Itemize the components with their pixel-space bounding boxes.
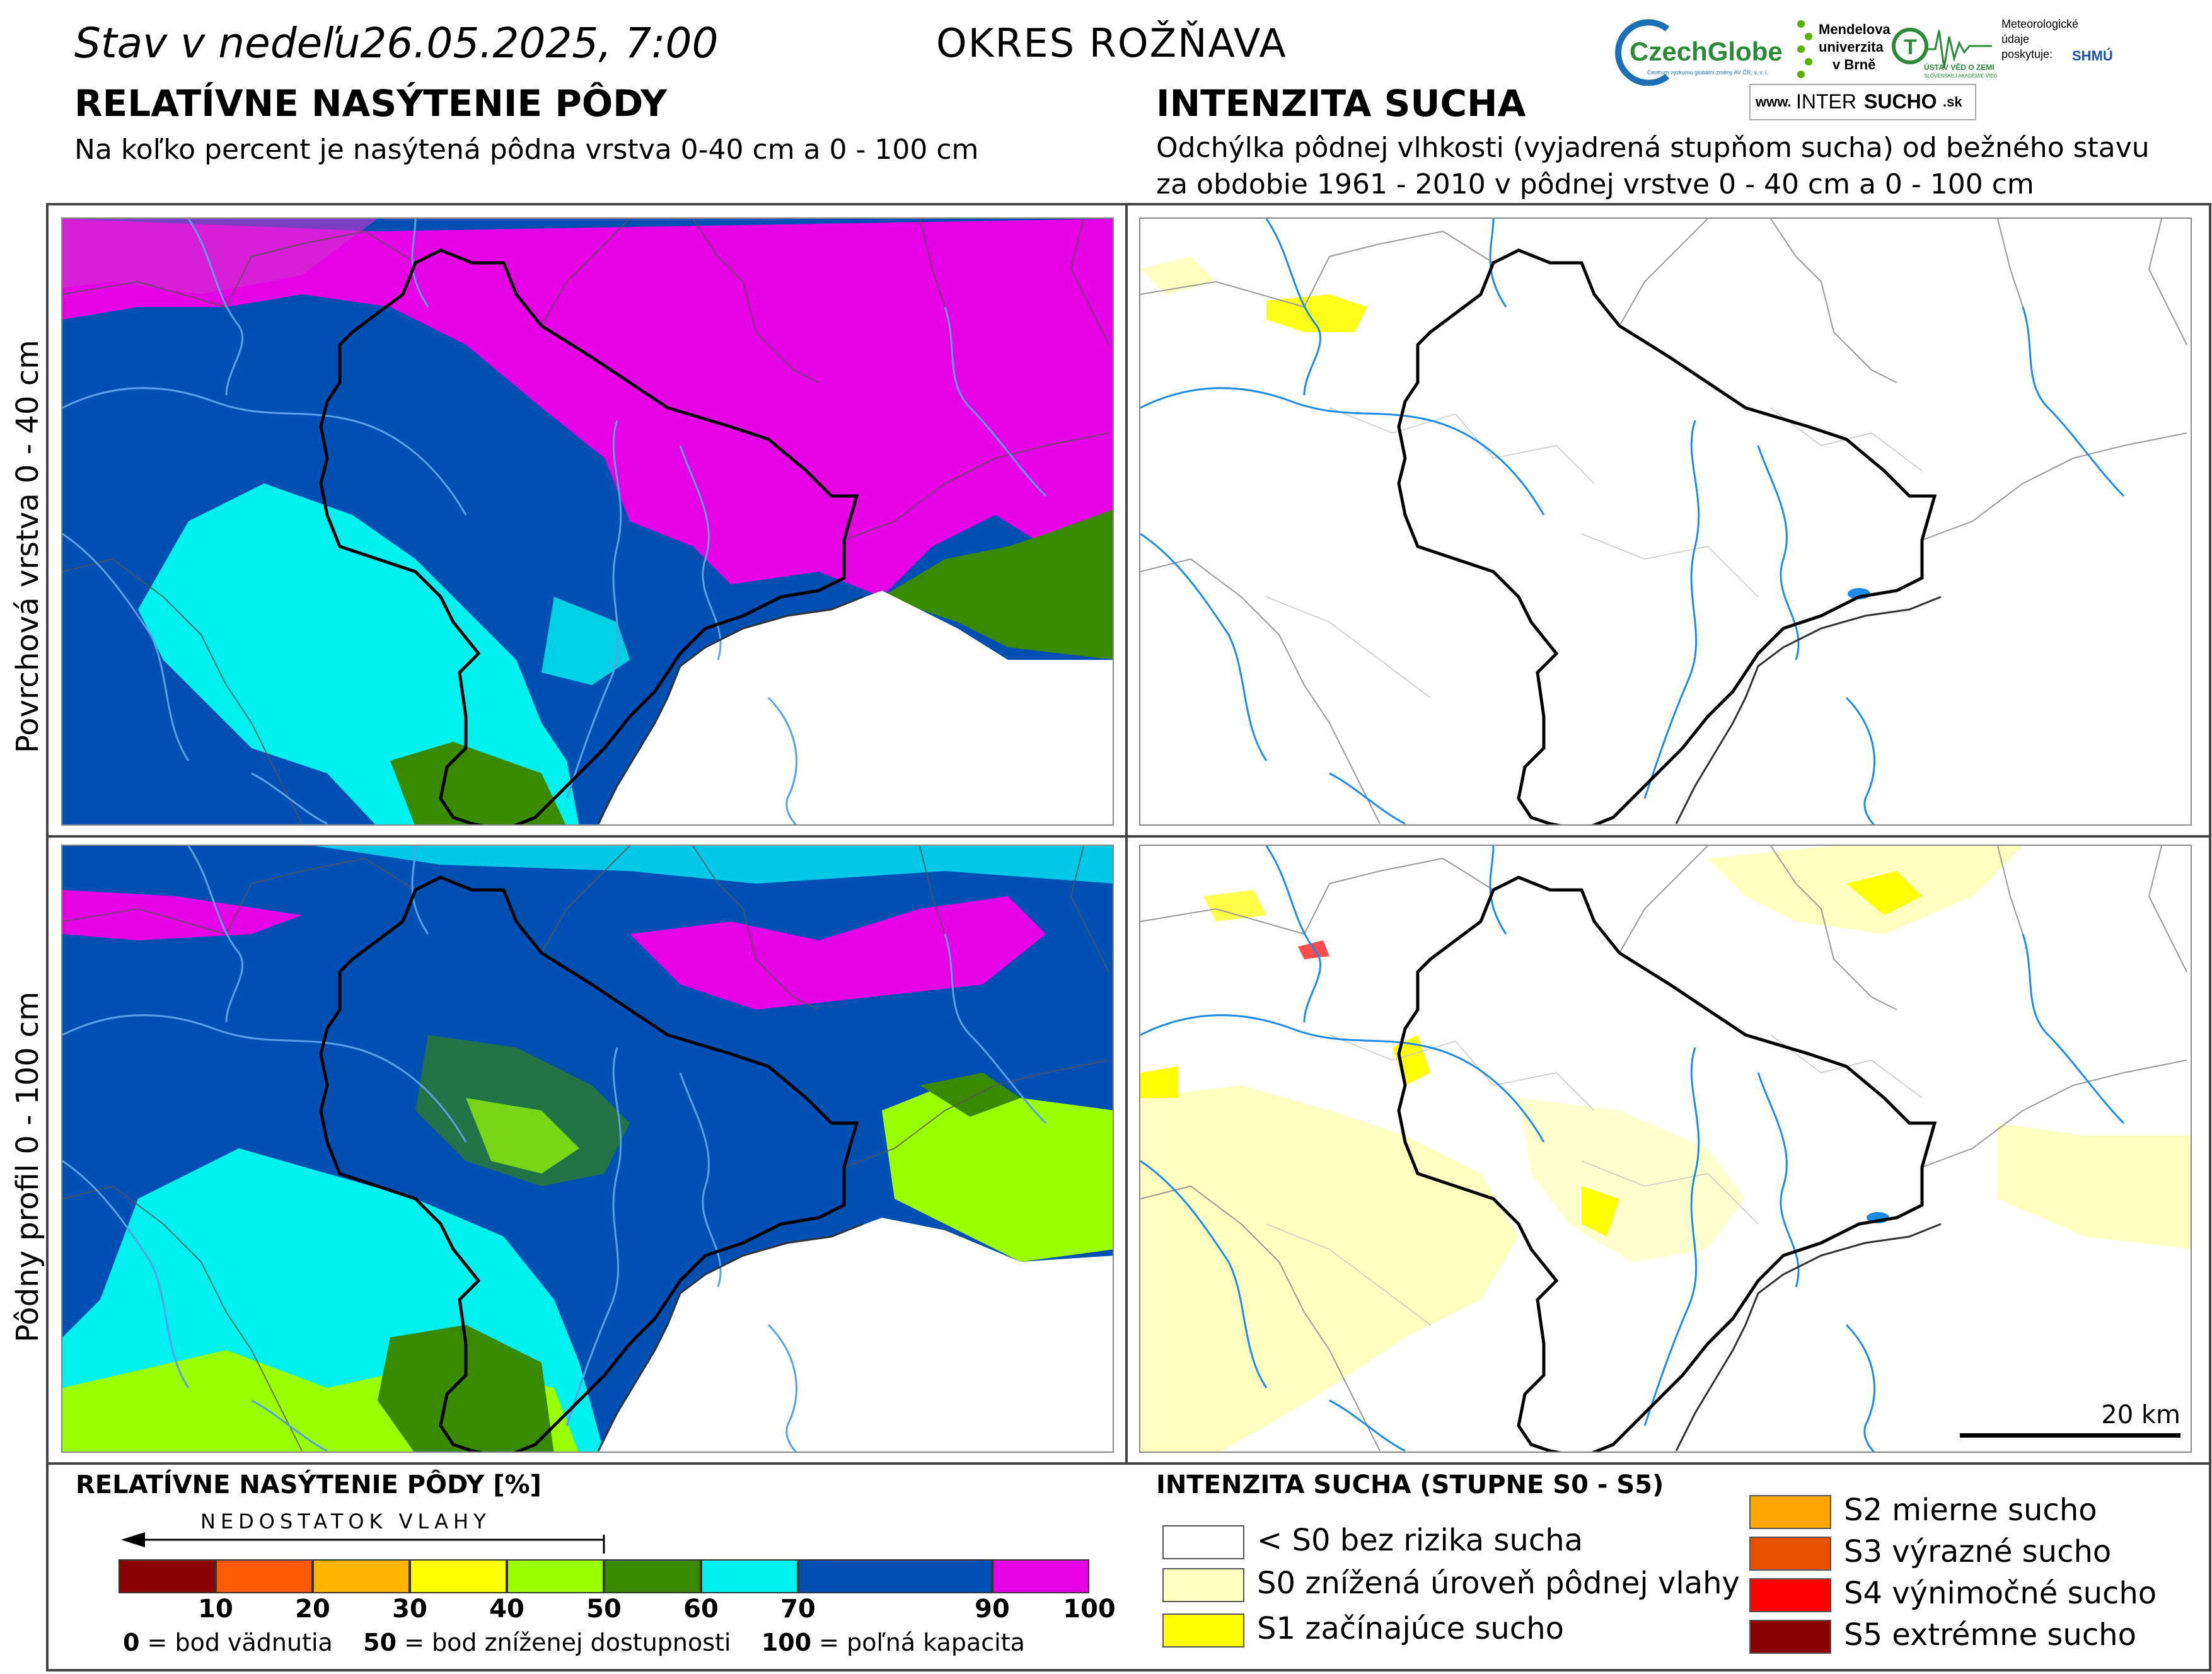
colorbar-tick-5: 60: [683, 1595, 719, 1624]
note-100-text: = poľná kapacita: [811, 1629, 1025, 1656]
drought-swatch-3: [1749, 1495, 1831, 1529]
uvgz-name: ÚSTAV VĚD O ZEMI: [1924, 63, 1995, 72]
meteo-text-1: Meteorologické: [2001, 18, 2079, 30]
deficit-arrow-label: NEDOSTATOK VLAHY: [200, 1509, 491, 1533]
drought-label-0: < S0 bez rizika sucha: [1257, 1523, 1584, 1558]
colorbar-tick-0: 10: [198, 1595, 233, 1624]
intersucho-www: www.: [1756, 94, 1792, 110]
header-stav: Stav v nedeľu26.05.2025, 7:00: [74, 19, 718, 67]
colorbar-swatch-0: [119, 1559, 216, 1593]
colorbar-swatch-8: [992, 1559, 1089, 1593]
intersucho-sk: .sk: [1943, 94, 1962, 110]
right-subtitle-line2: za obdobie 1961 - 2010 v pôdnej vrstve 0…: [1156, 168, 2034, 200]
mendel-logo: Mendelova univerzita v Brně: [1795, 18, 1891, 87]
drought-swatch-2: [1162, 1613, 1244, 1648]
drought-label-1: S0 znížená úroveň pôdnej vlahy: [1257, 1566, 1740, 1601]
map-saturation-0-40: [61, 217, 1114, 826]
header-date: 26.05.2025, 7:00: [360, 19, 719, 67]
scale-bar: 20 km: [1960, 1400, 2180, 1438]
row-label-top: Povrchová vrstva 0 - 40 cm: [10, 340, 45, 753]
colorbar-swatch-2: [313, 1559, 410, 1593]
map-saturation-0-100: [61, 845, 1114, 1453]
right-panel-title: INTENZITA SUCHA: [1156, 82, 1526, 125]
colorbar-swatch-6: [701, 1559, 798, 1593]
map-saturation-0-40-svg: [62, 219, 1113, 824]
colorbar-swatch-4: [507, 1559, 604, 1593]
uvgz-logo: T ÚSTAV VĚD O ZEMI SLOVENSKEJ AKADÉMIE V…: [1891, 18, 1998, 87]
scale-bar-line: [1960, 1433, 2180, 1438]
map-drought-0-100-svg: [1140, 846, 2191, 1452]
drought-label-6: S5 extrémne sucho: [1844, 1617, 2136, 1653]
mendel-name-1: Mendelova: [1819, 21, 1891, 37]
drought-label-5: S4 výnimočné sucho: [1844, 1576, 2157, 1611]
mendel-name-2: univerzita: [1819, 39, 1884, 55]
drought-swatch-0: [1162, 1525, 1244, 1559]
map-drought-0-40: [1139, 217, 2192, 826]
row-label-bottom: Pôdny profil 0 - 100 cm: [10, 991, 45, 1342]
note-0-number: 0: [123, 1629, 140, 1656]
colorbar-swatch-5: [604, 1559, 701, 1593]
colorbar-tick-4: 50: [586, 1595, 622, 1624]
colorbar-swatch-3: [410, 1559, 507, 1593]
left-panel-title: RELATÍVNE NASÝTENIE PÔDY: [74, 82, 668, 125]
map-drought-0-40-svg: [1140, 219, 2191, 824]
svg-text:T: T: [1904, 35, 1917, 59]
legend-saturation-title: RELATÍVNE NASÝTENIE PÔDY [%]: [76, 1470, 541, 1499]
shmu-logo: SHMÚ: [2072, 48, 2113, 64]
intersucho-sucho: SUCHO: [1864, 90, 1937, 113]
note-100-number: 100: [761, 1629, 812, 1656]
czechglobe-subtitle: Centrum výzkumu globální změny AV ČR, v.…: [1647, 69, 1768, 76]
colorbar-tick-2: 30: [392, 1595, 427, 1624]
drought-label-2: S1 začínajúce sucho: [1257, 1611, 1564, 1646]
note-50-text: = bod zníženej dostupnosti: [397, 1629, 731, 1656]
legend-drought-title: INTENZITA SUCHA (STUPNE S0 - S5): [1156, 1470, 1664, 1499]
intersucho-logo: www. INTER SUCHO .sk: [1749, 84, 1976, 120]
czechglobe-name: CzechGlobe: [1630, 37, 1783, 66]
partner-logos: CzechGlobe Centrum výzkumu globální změn…: [1611, 11, 2134, 122]
mendel-name-3: v Brně: [1833, 57, 1876, 72]
right-panel-subtitle: Odchýlka pôdnej vlhkosti (vyjadrená stup…: [1156, 130, 2165, 203]
colorbar-swatch-1: [216, 1559, 313, 1593]
legend-divider: [46, 1462, 2211, 1465]
drought-label-3: S2 mierne sucho: [1844, 1492, 2097, 1528]
meteo-provider: Meteorologické údaje poskytuje: SHMÚ: [2001, 18, 2134, 87]
meteo-text-2: údaje: [2001, 33, 2030, 45]
header-district: OKRES ROŽŇAVA: [936, 20, 1287, 66]
drought-swatch-1: [1162, 1568, 1244, 1602]
uvgz-subtitle: SLOVENSKEJ AKADÉMIE VIED: [1924, 73, 1998, 79]
colorbar-swatch-7: [798, 1559, 992, 1593]
main-frame: [46, 203, 2211, 1671]
colorbar-tick-3: 40: [489, 1595, 524, 1624]
right-subtitle-line1: Odchýlka pôdnej vlhkosti (vyjadrená stup…: [1156, 132, 2150, 164]
left-panel-subtitle: Na koľko percent je nasýtená pôdna vrstv…: [74, 134, 979, 166]
intersucho-inter: INTER: [1796, 90, 1856, 113]
header-stav-label: Stav v nedeľu: [74, 19, 361, 67]
scale-bar-label: 20 km: [2101, 1400, 2180, 1429]
colorbar-tick-8: 100: [1063, 1595, 1116, 1624]
drought-swatch-4: [1749, 1537, 1831, 1571]
note-50-number: 50: [363, 1629, 397, 1656]
map-drought-0-100: 20 km: [1139, 845, 2192, 1453]
drought-label-4: S3 výrazné sucho: [1844, 1534, 2112, 1569]
row-divider: [46, 835, 2211, 838]
map-saturation-0-100-svg: [62, 846, 1113, 1452]
czechglobe-logo: CzechGlobe Centrum výzkumu globální změn…: [1611, 11, 1793, 87]
saturation-notes: 0 = bod vädnutia 50 = bod zníženej dostu…: [123, 1629, 1025, 1656]
colorbar-tick-6: 70: [780, 1595, 816, 1624]
note-0-text: = bod vädnutia: [139, 1629, 333, 1656]
colorbar-tick-1: 20: [295, 1595, 330, 1624]
meteo-text-3: poskytuje:: [2001, 48, 2053, 61]
deficit-arrow: NEDOSTATOK VLAHY: [120, 1509, 605, 1554]
panel-divider-vertical: [1125, 203, 1128, 1463]
drought-swatch-5: [1749, 1578, 1831, 1612]
drought-swatch-6: [1749, 1620, 1831, 1654]
colorbar-tick-7: 90: [975, 1595, 1010, 1624]
